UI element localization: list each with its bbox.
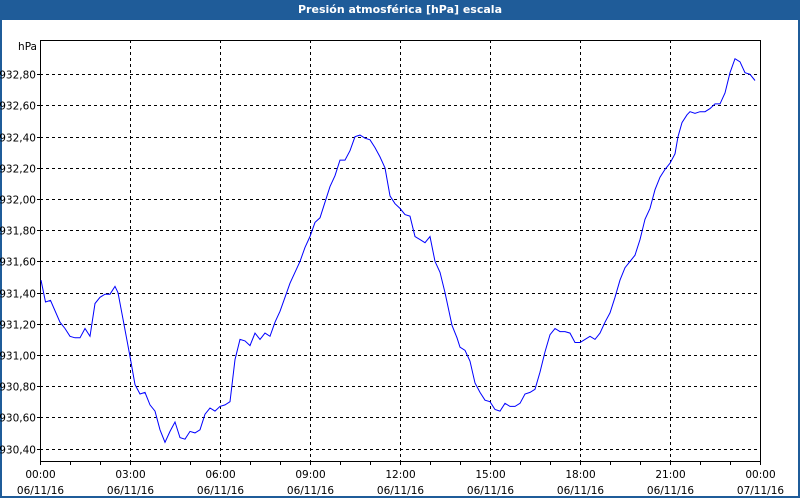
y-tick-label: 932,00: [0, 195, 36, 207]
y-tick-label: 931,80: [0, 226, 36, 238]
y-tick-labels: 930,40 930,60 930,80 931,00 931,20 931,40 931,…: [0, 70, 36, 457]
pressure-line: [40, 57, 756, 444]
x-tick-time-label: 12:00: [385, 469, 415, 481]
x-tick-date-label: 06/11/16: [197, 485, 244, 497]
y-tick-label: 931,60: [0, 257, 36, 269]
x-tick-time-label: 00:00: [745, 469, 775, 481]
x-tick-time-label: 00:00: [25, 469, 55, 481]
y-tick-label: 932,60: [0, 101, 36, 113]
y-tick-label: 931,00: [0, 351, 36, 363]
y-tick-label: 932,40: [0, 133, 36, 145]
x-tick-time-label: 09:00: [295, 469, 325, 481]
y-tick-label: 930,80: [0, 382, 36, 394]
gridlines: [40, 40, 760, 461]
x-tick-time-label: 06:00: [205, 469, 235, 481]
x-tick-date-label: 06/11/16: [557, 485, 604, 497]
axes: [37, 40, 761, 465]
x-tick-labels: 00:00 06/11/16 03:00 06/11/16 06:00 06/11/16 0…: [17, 469, 784, 497]
x-tick-date-label: 06/11/16: [107, 485, 154, 497]
y-tick-label: 932,80: [0, 70, 36, 82]
x-tick-date-label: 06/11/16: [647, 485, 694, 497]
x-tick-date-label: 07/11/16: [737, 485, 784, 497]
y-tick-label: 931,20: [0, 320, 36, 332]
x-tick-date-label: 06/11/16: [17, 485, 64, 497]
plot-frame: [40, 40, 761, 462]
y-tick-label: 932,20: [0, 164, 36, 176]
x-tick-date-label: 06/11/16: [467, 485, 514, 497]
x-tick-time-label: 18:00: [565, 469, 595, 481]
y-tick-label: 930,40: [0, 445, 36, 457]
y-tick-label: 931,40: [0, 289, 36, 301]
series: [40, 57, 756, 444]
window-title: Presión atmosférica [hPa] escala: [0, 0, 800, 20]
x-tick-date-label: 06/11/16: [377, 485, 424, 497]
x-tick-time-label: 21:00: [655, 469, 685, 481]
y-tick-label: 930,60: [0, 413, 36, 425]
x-tick-date-label: 06/11/16: [287, 485, 334, 497]
x-tick-time-label: 03:00: [115, 469, 145, 481]
y-axis-unit-label: hPa: [18, 41, 37, 53]
x-tick-time-label: 15:00: [475, 469, 505, 481]
